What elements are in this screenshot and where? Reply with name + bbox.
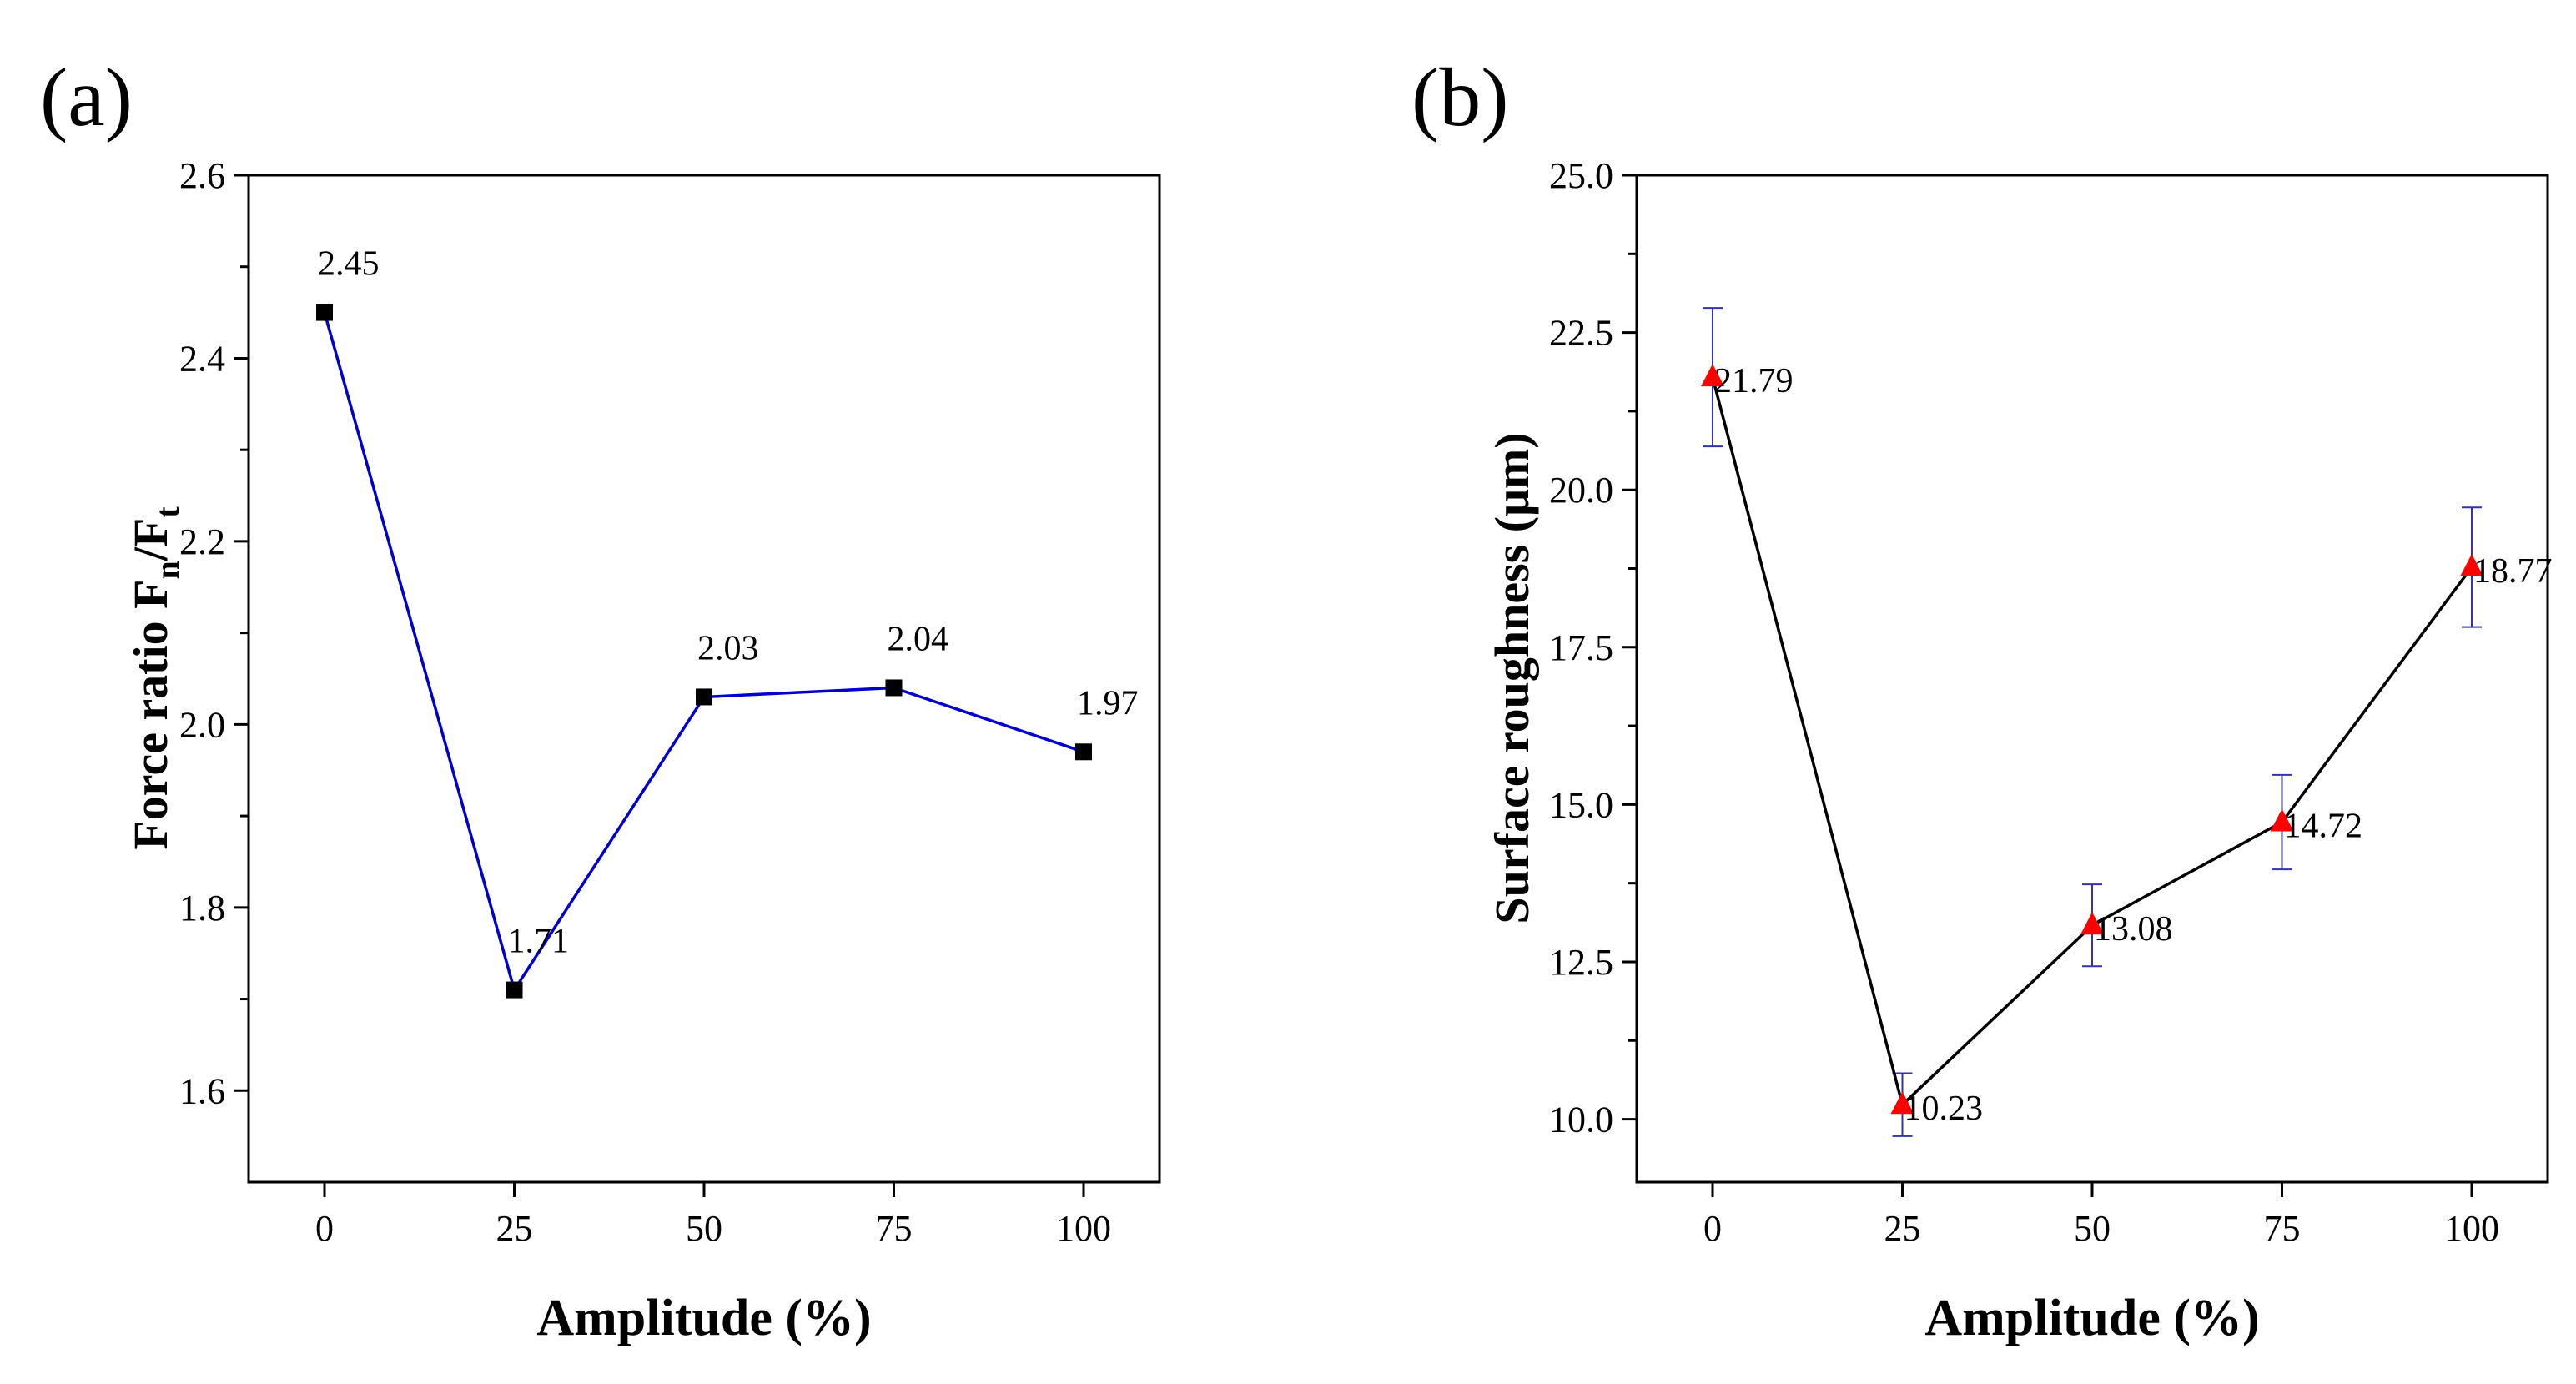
data-label-b: 10.23 [1904, 1090, 1984, 1128]
tick-labels-b: 0 25 50 75 100 10.0 12.5 15.0 17.5 20.0 22.5 25.0 [1549, 155, 2499, 1249]
y-axis-label-a-sub1: n [148, 561, 186, 579]
y-tick-label-b: 17.5 [1549, 627, 1613, 668]
series-markers-b [1701, 364, 2483, 1115]
data-point-b [2080, 912, 2104, 935]
series-line-segment-a [513, 696, 706, 991]
y-tick-label-b: 20.0 [1549, 470, 1613, 511]
x-tick-label-b: 0 [1703, 1208, 1722, 1249]
data-point-a [885, 679, 903, 697]
data-point-a [696, 688, 712, 706]
data-point-b [1701, 364, 1724, 387]
series-line-segment-a [703, 686, 894, 699]
series-line-segment-a [893, 686, 1084, 753]
data-labels-a: 2.45 1.71 2.03 2.04 1.97 [318, 245, 1139, 961]
data-label-b: 18.77 [2473, 552, 2553, 591]
y-tick-label-b: 12.5 [1549, 942, 1613, 983]
y-tick-label-b: 10.0 [1549, 1100, 1613, 1140]
data-point-a [1075, 743, 1092, 761]
x-axis-label-b: Amplitude (%) [1924, 1290, 2259, 1346]
x-tick-label-a: 0 [315, 1208, 334, 1249]
data-label-b: 21.79 [1714, 362, 1794, 400]
data-labels-b: 21.79 10.23 13.08 14.72 18.77 [1714, 362, 2553, 1128]
data-label-a: 2.03 [697, 629, 759, 667]
panel-a: (a) 0 25 50 75 100 1.6 1.8 2.0 2.2 2.4 2.6 2.45 1.7… [40, 51, 1161, 1346]
y-tick-label-b: 22.5 [1549, 313, 1613, 354]
panel-label-b: (b) [1411, 51, 1509, 143]
data-point-b [1890, 1091, 1914, 1115]
panel-label-a: (a) [40, 51, 133, 143]
panel-b: (b) 0 25 50 75 100 10.0 12.5 15.0 17.5 20.0 22.5 25… [1411, 51, 2553, 1346]
x-tick-label-a: 25 [496, 1208, 533, 1249]
data-label-b: 13.08 [2094, 910, 2173, 949]
y-tick-label-a: 2.0 [179, 704, 225, 745]
data-label-a: 2.04 [888, 620, 949, 658]
axis-ticks-a [234, 174, 1085, 1197]
plot-frame-a [247, 174, 1161, 1184]
series-line-segment-b [1711, 376, 1904, 1105]
series-line-segment-b [1901, 924, 2094, 1106]
data-label-a: 1.97 [1077, 684, 1139, 722]
x-tick-label-b: 100 [2444, 1208, 2499, 1249]
data-label-b: 14.72 [2284, 807, 2363, 845]
series-line-segment-a [323, 312, 516, 991]
x-axis-label-a: Amplitude (%) [536, 1290, 871, 1346]
data-label-a: 2.45 [318, 245, 380, 284]
x-tick-label-b: 25 [1884, 1208, 1921, 1249]
y-tick-label-a: 1.6 [179, 1070, 225, 1111]
y-tick-label-a: 2.2 [179, 521, 225, 562]
plot-frame-b [1635, 174, 2549, 1184]
y-tick-label-a: 2.4 [179, 338, 225, 379]
x-tick-label-a: 75 [876, 1208, 913, 1249]
series-lines-b [1711, 376, 2473, 1106]
y-axis-label-a: Force ratio Fn/Ft [123, 506, 186, 850]
series-line-segment-b [2091, 820, 2283, 927]
axis-ticks-b [1622, 174, 2473, 1197]
x-tick-label-b: 75 [2264, 1208, 2301, 1249]
y-tick-label-a: 2.6 [179, 155, 225, 196]
y-axis-label-a-prefix: Force ratio F [123, 579, 178, 849]
tick-labels-a: 0 25 50 75 100 1.6 1.8 2.0 2.2 2.4 2.6 [179, 155, 1111, 1249]
x-tick-label-a: 100 [1056, 1208, 1111, 1249]
y-tick-label-b: 15.0 [1549, 784, 1613, 825]
series-markers-a [316, 304, 1092, 999]
y-axis-label-a-sub2: t [148, 506, 186, 518]
x-tick-label-a: 50 [686, 1208, 722, 1249]
data-point-a [316, 304, 333, 321]
series-lines-a [323, 312, 1084, 991]
y-axis-label-a-mid: /F [123, 518, 178, 562]
data-point-a [506, 981, 523, 999]
x-tick-label-b: 50 [2074, 1208, 2111, 1249]
series-line-segment-b [2281, 566, 2473, 823]
error-bars-b [1703, 307, 2482, 1137]
data-point-b [2270, 808, 2294, 832]
y-axis-label-b: Surface roughness (μm) [1485, 432, 1539, 924]
y-tick-label-b: 25.0 [1549, 155, 1613, 196]
data-point-b [2460, 553, 2483, 576]
y-tick-label-a: 1.8 [179, 888, 225, 929]
data-label-a: 1.71 [508, 923, 570, 961]
